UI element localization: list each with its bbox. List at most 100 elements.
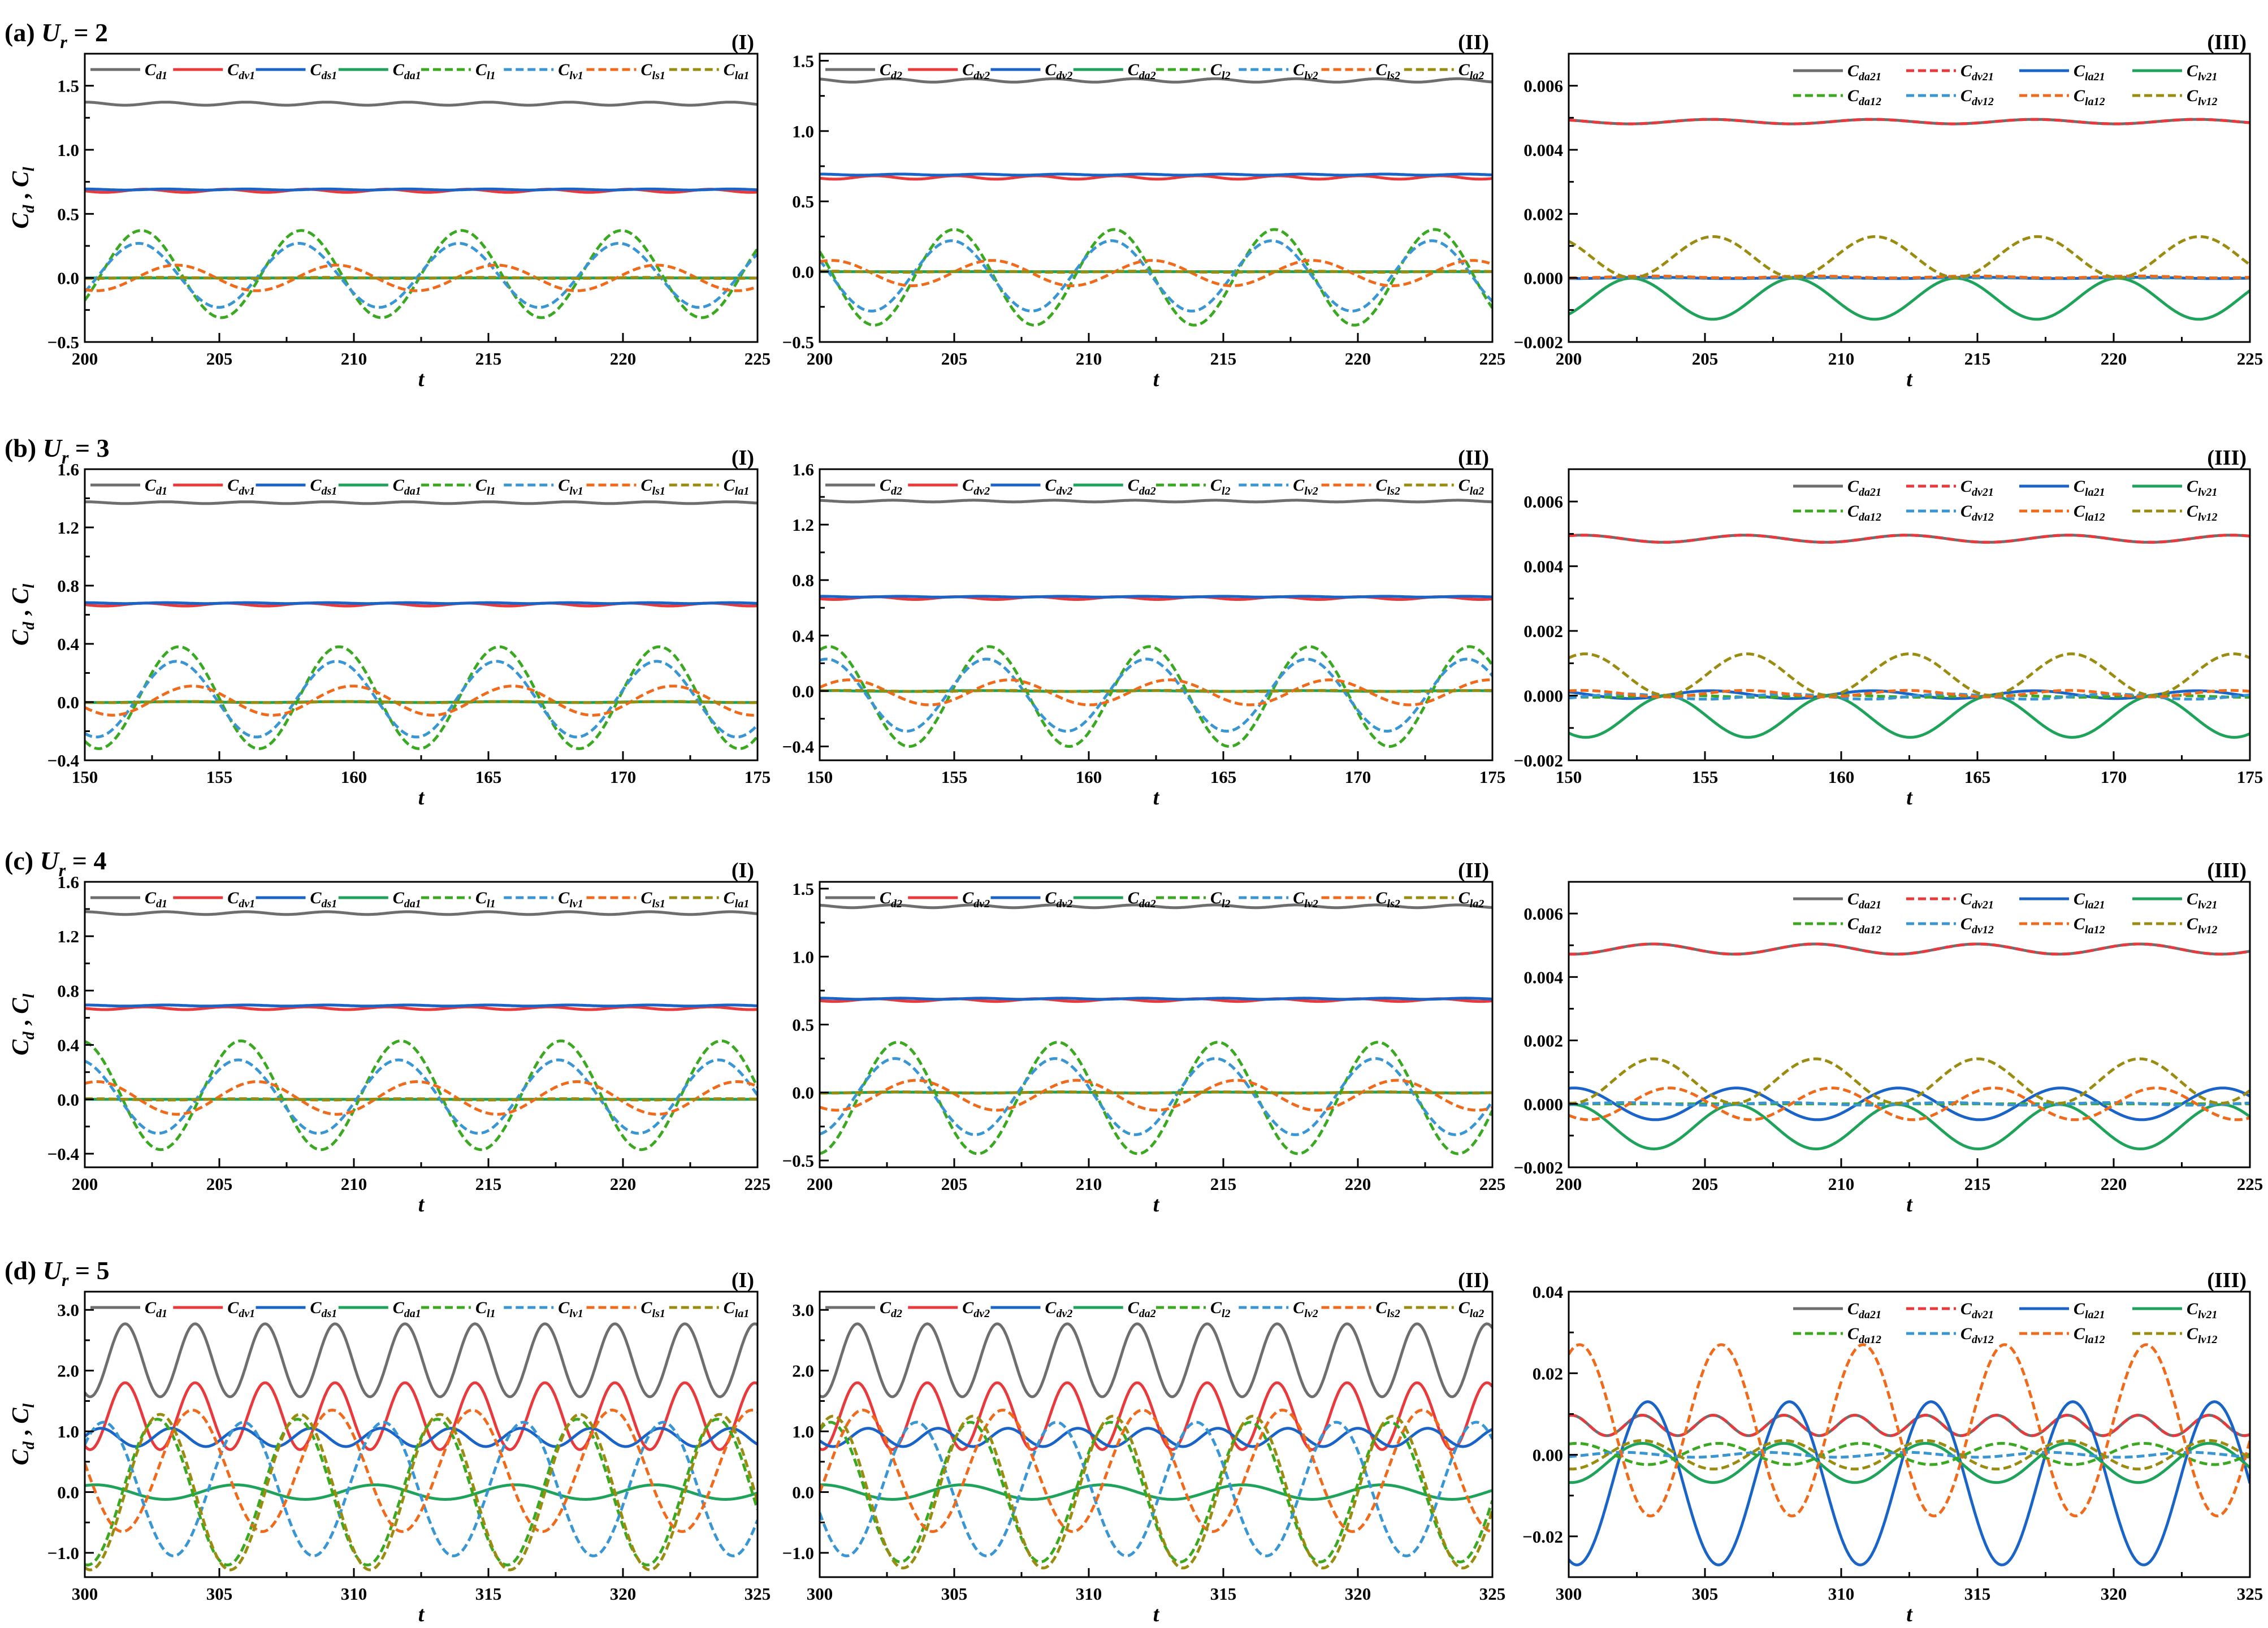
legend-label-sub: lv1 [569, 70, 583, 82]
x-axis-label: t [418, 1603, 425, 1626]
legend-label-sub: dv2 [973, 898, 990, 910]
legend-label-main: C [227, 476, 239, 495]
series-line-la1 [85, 276, 758, 280]
x-tick-label: 160 [341, 767, 367, 787]
legend-label-ds1: Cds1 [310, 60, 337, 82]
y-label-separator: , [8, 604, 34, 622]
row-label-value: = 5 [68, 1256, 109, 1285]
legend-label-main: C [145, 476, 157, 495]
legend-label-da21: Cda21 [1847, 890, 1881, 911]
series-line-ls2 [820, 1409, 1492, 1533]
legend-label-ls2: Cls2 [1376, 60, 1400, 82]
legend-label-d1: Cd1 [145, 60, 167, 82]
series-line-lv12 [1569, 1057, 2250, 1105]
legend-label-la2: Cla2 [1458, 60, 1484, 82]
y-tick-label: −0.002 [1514, 751, 1563, 770]
legend-label-sub: lv2 [1304, 70, 1318, 82]
legend-label-la2: Cla2 [1458, 1298, 1484, 1320]
series-group [1569, 118, 2250, 321]
panel-3-1: 300 305 310 315 320 325 t −1.0 0.0 1.0 2.0 3.0 (II) C… [782, 1268, 1506, 1626]
x-tick-label: 320 [2101, 1584, 2127, 1604]
x-tick-label: 315 [1210, 1584, 1237, 1604]
legend-label-main: C [1376, 889, 1388, 907]
series-group [820, 903, 1492, 1155]
panel-2-0: 200 205 210 215 220 225 t −0.4 0.0 0.4 0.8 1.2 1.6 Cd… [5, 846, 771, 1216]
legend-label-sub: la2 [1470, 1307, 1484, 1320]
legend-label-sub: dv2 [1057, 485, 1073, 497]
legend-label-ds1: Cds1 [310, 889, 337, 910]
panel-tag: (III) [2207, 1268, 2247, 1292]
x-tick-label: 205 [941, 1174, 968, 1194]
x-tick-label: 210 [1828, 349, 1855, 369]
row-label-var: U [40, 846, 60, 875]
legend-label-ls2: Cls2 [1376, 889, 1400, 910]
y-tick-label: 0.4 [57, 1036, 79, 1055]
legend-label-d1: Cd1 [145, 1298, 167, 1320]
legend-label-sub: da1 [404, 1307, 421, 1320]
legend-label-main: C [475, 889, 487, 907]
y-tick-label: 0.4 [57, 634, 79, 654]
legend-label-dv2: Cdv2 [962, 889, 990, 910]
series-line-dv21 [1569, 534, 2250, 544]
y-tick-label: 2.0 [792, 1361, 814, 1381]
y-label-main-2: C [8, 1408, 34, 1424]
x-tick-label: 305 [1692, 1584, 1719, 1604]
row-label-value: = 4 [66, 846, 106, 875]
y-tick-label: 1.2 [57, 926, 79, 946]
series-line-dv2 [820, 1427, 1492, 1448]
legend-label-lv2: Clv2 [1293, 889, 1318, 910]
y-tick-label: 1.0 [792, 947, 814, 967]
legend-label-main: C [558, 889, 570, 907]
x-axis-label: t [1153, 1193, 1160, 1216]
x-tick-label: 155 [1692, 767, 1719, 787]
legend-label-l2: Cl2 [1210, 60, 1231, 82]
x-tick-label: 205 [1692, 1174, 1719, 1194]
series-line-lv1 [85, 660, 758, 739]
legend-label-sub: da2 [1139, 898, 1156, 910]
legend-label-main: C [724, 476, 735, 495]
series-line-d1 [85, 101, 758, 107]
series-line-la1 [85, 1097, 758, 1102]
legend-label-dv2: Cdv2 [962, 1298, 990, 1320]
legend-label-sub: la1 [735, 1307, 750, 1320]
legend-label-sub: ls1 [652, 485, 665, 497]
series-line-ls1 [85, 1409, 758, 1533]
legend-label-sub: da2 [1139, 1307, 1156, 1320]
legend-label-main: C [1960, 890, 1972, 908]
x-tick-label: 225 [745, 349, 771, 369]
series-line-lv12 [1569, 1439, 2250, 1471]
series-line-la2 [820, 270, 1492, 274]
legend: Cd1 Cdv1 Cds1 Cda1 Cl1 Clv1 Cls1 Cla1 [90, 60, 749, 82]
legend-label-main: C [2074, 1324, 2085, 1343]
x-tick-label: 210 [1828, 1174, 1855, 1194]
x-axis-label: t [418, 786, 425, 809]
y-tick-label: 1.0 [57, 140, 79, 160]
series-line-dv2 [820, 595, 1492, 599]
x-tick-label: 205 [206, 349, 233, 369]
legend-label-main: C [962, 1298, 974, 1317]
series-line-lv1 [85, 1421, 758, 1557]
legend-label-dv12: Cdv12 [1960, 1324, 1994, 1346]
legend-label-sub: lv12 [2198, 511, 2217, 523]
legend-label-main: C [475, 476, 487, 495]
legend: Cd1 Cdv1 Cds1 Cda1 Cl1 Clv1 Cls1 Cla1 [90, 1298, 749, 1320]
legend-label-main: C [558, 1298, 570, 1317]
x-tick-label: 175 [2237, 767, 2263, 787]
legend-label-da1: Cda1 [393, 889, 421, 910]
y-tick-label: 0.006 [1523, 492, 1563, 512]
legend-label-sub: l1 [487, 1307, 496, 1320]
legend-label-sub: da12 [1859, 924, 1881, 936]
row-label-var: U [43, 1256, 63, 1285]
legend-label-da2: Cda2 [1128, 889, 1156, 910]
legend-label-sub: ls2 [1387, 485, 1400, 497]
legend-label-lv2: Clv2 [1293, 1298, 1318, 1320]
legend-label-main: C [1376, 1298, 1388, 1317]
row-label-letter: (d) [5, 1256, 43, 1285]
y-tick-label: 0.4 [792, 626, 814, 646]
legend-label-main: C [1960, 1324, 1972, 1343]
legend-label-main: C [1045, 889, 1057, 907]
panel-tag: (III) [2207, 446, 2247, 470]
series-line-lv12 [1569, 652, 2250, 697]
series-line-dv1 [85, 1381, 758, 1451]
